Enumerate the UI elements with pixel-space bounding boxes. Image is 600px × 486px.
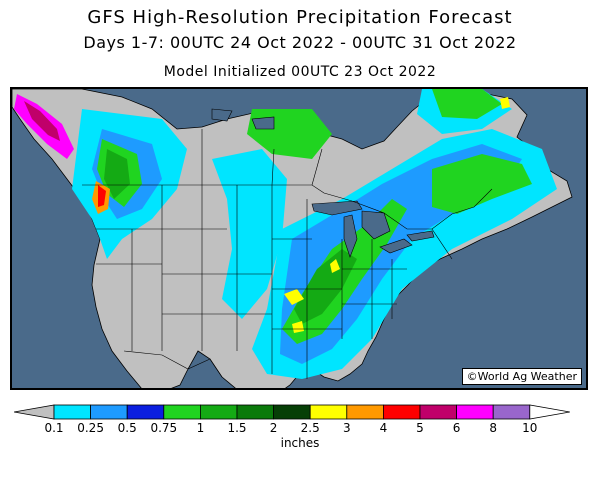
color-scale-swatch (126, 404, 165, 420)
model-init-time: Model Initialized 00UTC 23 Oct 2022 (163, 64, 437, 80)
forecast-period: Days 1-7: 00UTC 24 Oct 2022 - 00UTC 31 O… (83, 33, 517, 52)
color-scale-swatch (382, 404, 421, 420)
color-scale-tick-label: 0.1 (44, 421, 64, 435)
precip-area (212, 149, 287, 319)
color-scale-swatch (346, 404, 384, 420)
precip-area (294, 249, 357, 324)
precipitation-map: ©World Ag Weather (10, 87, 588, 390)
color-scale-tick-label: 6 (452, 421, 461, 435)
color-scale-tick-label: 0.75 (150, 421, 178, 435)
color-scale-tick-label: 0.5 (117, 421, 137, 435)
color-scale-tick-label: 0.25 (77, 421, 104, 435)
precip-area (432, 89, 502, 119)
color-scale-tick-label: 2.5 (300, 421, 320, 435)
color-scale-swatch (309, 404, 348, 420)
precip-area (104, 149, 130, 199)
color-scale-tick-label: 2 (269, 421, 278, 435)
color-scale-swatch (273, 404, 311, 420)
color-scale-tick-label: 5 (416, 421, 424, 435)
precip-area (284, 289, 304, 305)
color-scale-tick-label: 1 (196, 421, 205, 435)
precip-area (292, 321, 304, 333)
color-scale-swatch (53, 404, 91, 420)
color-scale-tick-label: 1.5 (227, 421, 247, 435)
color-scale-tick-label: 10 (522, 421, 538, 435)
color-scale-swatch (419, 404, 457, 420)
color-scale-tick-label: 3 (342, 421, 351, 435)
color-scale-swatch (529, 404, 570, 420)
color-scale-swatch (14, 404, 55, 420)
credit-label: ©World Ag Weather (461, 368, 582, 385)
color-scale-swatch (199, 404, 238, 420)
color-scale-swatch (456, 404, 494, 420)
precip-area (24, 101, 60, 141)
political-borders (82, 129, 493, 379)
color-scale-swatch (163, 404, 201, 420)
great-lakes (211, 108, 435, 258)
map-canvas (12, 89, 586, 388)
precip-area (98, 185, 106, 207)
color-scale-tick-label: 4 (379, 421, 388, 435)
color-scale-bar (14, 404, 570, 420)
color-scale-tick-label: 8 (489, 421, 498, 435)
precip-area (432, 154, 532, 214)
precip-area (330, 259, 340, 273)
map-title: GFS High-Resolution Precipitation Foreca… (87, 7, 513, 28)
color-scale-swatch (492, 404, 531, 420)
color-scale-swatch (90, 404, 128, 420)
precip-area (500, 97, 510, 109)
color-scale-swatch (236, 404, 274, 420)
color-scale-units: inches (280, 436, 320, 450)
